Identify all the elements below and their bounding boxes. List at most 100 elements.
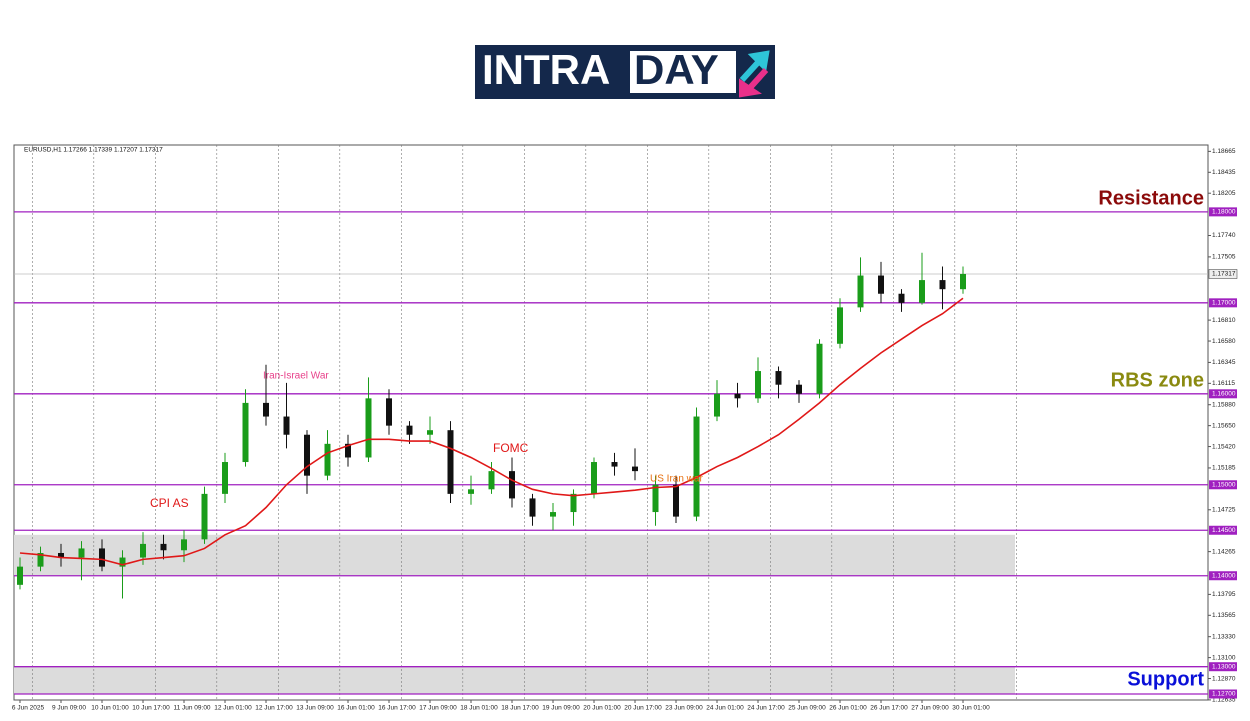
candle-body [960,273,966,290]
candle-body [755,371,761,399]
x-tick-label: 26 Jun 01:00 [829,705,867,712]
candle-body [140,543,146,558]
zone [14,666,1015,694]
zone-label: RBS zone [1111,369,1204,391]
current-price-box [1208,269,1238,279]
level-box [1209,689,1237,699]
y-tick-label: 1.13565 [1212,612,1236,619]
candle-body [222,462,228,494]
x-tick-label: 20 Jun 01:00 [583,705,621,712]
candle-body [919,280,925,303]
candle-body [898,293,905,303]
candle-body [591,462,597,494]
candle-body [181,539,187,551]
candle-body [611,462,618,467]
x-tick-label: 12 Jun 01:00 [214,705,252,712]
candle-body [714,393,720,417]
level-label: 1.12700 [1212,691,1236,698]
candle-body [878,275,884,294]
candle-body [816,343,823,394]
level-box [1209,662,1237,672]
candle-body [796,384,802,394]
logo-box [630,51,736,93]
level-box [1209,389,1237,399]
candle-body [509,471,515,499]
y-tick-label: 1.13330 [1212,633,1236,640]
y-tick-label: 1.15185 [1212,465,1236,472]
candle-body [160,543,167,551]
candle-body [406,425,413,435]
level-label: 1.15000 [1212,481,1236,488]
y-tick-label: 1.17740 [1212,232,1236,239]
level-label: 1.14000 [1212,572,1236,579]
candle-body [263,402,269,417]
candle-body [283,416,290,435]
y-tick-label: 1.18435 [1212,169,1236,176]
y-tick-label: 1.13100 [1212,654,1236,661]
candle-body [837,307,843,344]
y-tick-label: 1.17505 [1212,254,1236,261]
y-tick-label: 1.16345 [1212,359,1236,366]
level-label: 1.17000 [1212,300,1236,307]
candle-body [734,393,741,399]
candle-body [427,430,433,435]
logo: INTRA DAY [475,45,775,99]
y-tick-label: 1.16115 [1212,380,1235,387]
candle-body [37,552,44,567]
annotation: Iran-Israel War [263,371,329,382]
candle-body [386,398,392,426]
y-tick-label: 1.14265 [1212,548,1236,555]
level-label: 1.16000 [1212,391,1236,398]
level-box [1209,207,1237,217]
y-tick-label: 1.16810 [1212,317,1236,324]
candle-body [939,280,946,290]
candle-body [345,443,351,458]
candle-body [58,552,64,558]
x-tick-label: 25 Jun 09:00 [788,705,826,712]
level-label: 1.13000 [1212,663,1236,670]
logo-arrow-up [739,50,770,83]
level-box [1209,480,1237,490]
x-tick-label: 24 Jun 01:00 [706,705,744,712]
logo-arrow-down [739,67,769,98]
level-box [1209,571,1237,581]
x-tick-label: 27 Jun 09:00 [911,705,949,712]
logo-left: INTRA [482,46,610,93]
candle-body [242,402,249,463]
zone-label: Support [1127,668,1204,690]
x-tick-label: 10 Jun 01:00 [91,705,129,712]
x-tick-label: 20 Jun 17:00 [624,705,662,712]
candle-body [468,489,474,494]
candle-body [529,498,536,517]
candle-body [570,493,577,513]
candle-body [201,493,208,540]
candle-body [119,557,126,567]
candle-body [488,471,495,490]
y-tick-label: 1.12635 [1212,697,1236,704]
candle-body [632,466,638,472]
zone [14,534,1015,576]
x-tick-label: 18 Jun 17:00 [501,705,539,712]
y-tick-label: 1.12870 [1212,675,1236,682]
annotation: CPI AS [150,496,189,510]
x-tick-label: 26 Jun 17:00 [870,705,908,712]
candle-body [550,512,556,517]
y-tick-label: 1.15650 [1212,422,1236,429]
candle-body [693,416,700,517]
candle-body [304,434,310,476]
candle-body [652,484,659,513]
x-tick-label: 13 Jun 09:00 [296,705,334,712]
x-tick-label: 24 Jun 17:00 [747,705,785,712]
y-tick-label: 1.14725 [1212,507,1236,514]
x-tick-label: 10 Jun 17:00 [132,705,170,712]
zone-label: Resistance [1098,187,1204,209]
x-tick-label: 19 Jun 09:00 [542,705,580,712]
moving-average [19,297,964,566]
candle-body [17,566,23,585]
candle-body [324,443,331,476]
x-tick-label: 6 Jun 2025 [12,705,45,712]
candle-body [99,548,105,567]
candle-body [857,275,864,308]
candle-body [365,398,372,458]
